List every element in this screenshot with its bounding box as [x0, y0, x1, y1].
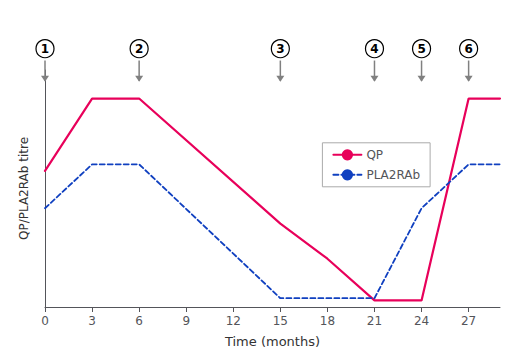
svg-text:6: 6: [464, 42, 472, 56]
svg-text:2: 2: [135, 42, 143, 56]
svg-text:21: 21: [367, 314, 382, 328]
svg-text:5: 5: [417, 42, 425, 56]
svg-text:15: 15: [273, 314, 288, 328]
svg-text:9: 9: [182, 314, 190, 328]
svg-text:PLA2RAb: PLA2RAb: [366, 168, 420, 182]
svg-text:3: 3: [88, 314, 96, 328]
svg-text:1: 1: [41, 42, 49, 56]
svg-text:24: 24: [414, 314, 429, 328]
svg-text:12: 12: [226, 314, 241, 328]
svg-text:4: 4: [370, 42, 378, 56]
svg-text:6: 6: [135, 314, 143, 328]
svg-text:18: 18: [320, 314, 335, 328]
svg-text:27: 27: [461, 314, 476, 328]
svg-text:QP/PLA2RAb titre: QP/PLA2RAb titre: [17, 137, 31, 240]
svg-text:Time (months): Time (months): [224, 334, 320, 349]
svg-text:0: 0: [41, 314, 49, 328]
svg-text:3: 3: [276, 42, 284, 56]
svg-text:QP: QP: [366, 148, 383, 162]
